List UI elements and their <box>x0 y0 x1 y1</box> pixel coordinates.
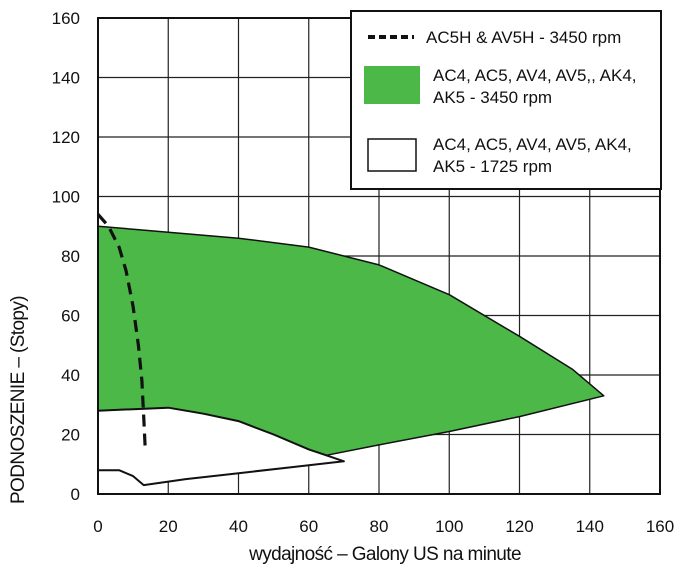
y-tick-label-8: 160 <box>52 9 80 28</box>
y-tick-label-5: 100 <box>52 188 80 207</box>
legend-label-white: AC4, AC5, AV4, AV5, AK4, AK5 - 1725 rpm <box>433 135 632 176</box>
legend-label-green: AC4, AC5, AV4, AV5,, AK4, AK5 - 3450 rpm <box>433 66 637 107</box>
x-tick-label-4: 80 <box>370 517 389 536</box>
y-tick-label-6: 120 <box>52 128 80 147</box>
y-tick-label-2: 40 <box>61 366 80 385</box>
y-tick-label-1: 20 <box>61 426 80 445</box>
y-tick-label-4: 80 <box>61 247 80 266</box>
legend-swatch-green <box>364 66 420 104</box>
x-tick-label-1: 20 <box>159 517 178 536</box>
legend: AC5H & AV5H - 3450 rpm AC4, AC5, AV4, AV5… <box>350 10 662 190</box>
y-tick-label-0: 0 <box>71 485 80 504</box>
x-tick-labels: 0 20 40 60 80 100 120 140 160 <box>93 517 674 536</box>
y-tick-labels: 0 20 40 60 80 100 120 140 160 <box>52 9 80 504</box>
y-tick-label-3: 60 <box>61 307 80 326</box>
series-area-1 <box>97 406 345 487</box>
x-tick-label-6: 120 <box>505 517 533 536</box>
series-line-2 <box>96 213 147 453</box>
x-tick-label-7: 140 <box>576 517 604 536</box>
x-tick-label-8: 160 <box>646 517 674 536</box>
y-axis-label: PODNOSZENIE – (Stopy) <box>8 296 29 504</box>
legend-swatch-white <box>367 138 417 172</box>
series-areas <box>97 225 605 487</box>
y-tick-label-7: 140 <box>52 69 80 88</box>
x-axis-label: wydajność – Galony US na minute <box>248 544 521 565</box>
legend-label-dashed: AC5H & AV5H - 3450 rpm <box>426 28 621 47</box>
x-tick-label-0: 0 <box>93 517 102 536</box>
x-tick-label-5: 100 <box>435 517 463 536</box>
series-lines <box>96 213 147 453</box>
x-tick-label-2: 40 <box>229 517 248 536</box>
x-tick-label-3: 60 <box>299 517 318 536</box>
